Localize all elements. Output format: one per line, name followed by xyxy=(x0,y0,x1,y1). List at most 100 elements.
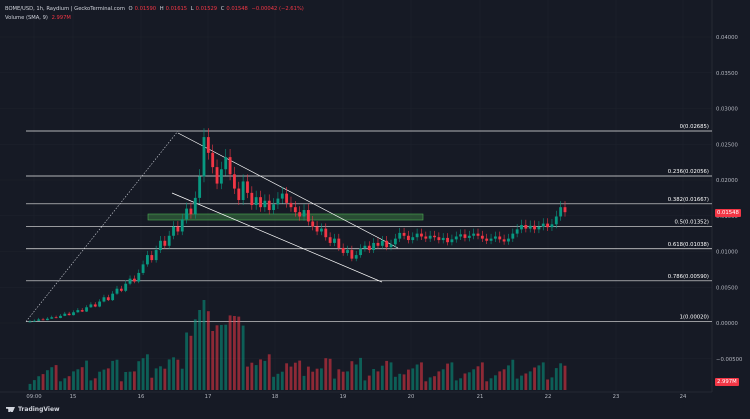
candle-body xyxy=(411,237,415,241)
volume-bar xyxy=(119,381,123,390)
volume-bar xyxy=(254,365,258,390)
candle-body xyxy=(472,233,476,236)
candle-body xyxy=(507,238,510,242)
candle-body xyxy=(163,240,167,246)
low-value: 0.01529 xyxy=(195,6,218,12)
high-value: 0.01615 xyxy=(165,6,188,12)
fib-level-label: 0.236(0.02056) xyxy=(668,169,709,175)
candle-body xyxy=(167,235,171,246)
volume-bar xyxy=(98,371,102,390)
time-tick-label: 21 xyxy=(477,394,484,400)
volume-bar xyxy=(537,365,541,390)
candle-body xyxy=(537,226,541,230)
candle-body xyxy=(211,152,215,168)
volume-bar xyxy=(337,369,341,390)
candle-body xyxy=(372,242,376,251)
candle-body xyxy=(337,238,341,248)
volume-bar xyxy=(315,368,319,390)
tradingview-logo[interactable]: TradingView xyxy=(6,406,60,413)
volume-bar xyxy=(146,354,149,390)
fib-level-label: 1(0.00020) xyxy=(680,315,709,321)
time-tick-label: 20 xyxy=(408,394,415,400)
volume-bar xyxy=(150,377,154,390)
volume-bar xyxy=(45,370,49,390)
candle-body xyxy=(346,250,349,253)
time-tick-label: 18 xyxy=(272,394,279,400)
candle-body xyxy=(154,250,158,261)
volume-bar xyxy=(115,359,119,390)
candle-body xyxy=(502,239,506,242)
tv-logo-icon xyxy=(6,407,15,412)
volume-bar xyxy=(341,371,345,390)
candle-body xyxy=(433,235,436,238)
candle-body xyxy=(393,238,397,245)
candle-body xyxy=(350,250,354,259)
candle-body xyxy=(489,238,493,241)
volume-bar xyxy=(263,360,267,390)
candle-body xyxy=(246,181,249,193)
candle-body xyxy=(228,157,232,175)
candle-body xyxy=(380,240,384,246)
candle-body xyxy=(511,233,515,239)
volume-bar xyxy=(476,366,480,390)
volume-bar xyxy=(193,319,197,390)
volume-bar xyxy=(428,377,432,390)
volume-bar xyxy=(102,369,106,390)
volume-legend: Volume (SMA, 9) 2.997M xyxy=(5,15,73,21)
volume-bar xyxy=(250,362,254,390)
candle-body xyxy=(367,245,371,251)
volume-bar xyxy=(72,371,75,390)
volume-bar xyxy=(289,366,293,390)
volume-bar xyxy=(132,371,136,390)
volume-bar xyxy=(202,300,206,390)
candle-body xyxy=(363,245,367,249)
candle-body xyxy=(119,288,123,291)
time-tick-label: 15 xyxy=(70,394,77,400)
candle-body xyxy=(63,313,67,316)
volume-bar xyxy=(554,368,558,390)
volume-bar xyxy=(463,373,467,390)
candle-body xyxy=(289,202,293,208)
candle-body xyxy=(250,192,254,206)
volume-bar xyxy=(493,375,497,390)
candle-body xyxy=(533,225,536,230)
volume-bar xyxy=(224,324,228,390)
volume-bar xyxy=(185,332,188,390)
candle-body xyxy=(215,167,219,184)
candle-body xyxy=(454,236,458,240)
volume-bar xyxy=(389,362,393,390)
candle-body xyxy=(524,225,528,229)
volume-bar xyxy=(489,378,493,390)
candle-body xyxy=(402,232,406,236)
candle-body xyxy=(111,293,115,301)
volume-bar xyxy=(450,362,454,390)
volume-bar xyxy=(106,368,110,390)
candle-body xyxy=(515,229,519,234)
price-tick-label: 0.03000 xyxy=(716,107,739,113)
time-tick-label: 19 xyxy=(340,394,347,400)
volume-label[interactable]: Volume (SMA, 9) xyxy=(5,15,48,21)
candle-body xyxy=(180,219,184,232)
symbol-title[interactable]: BOME/USD, 1h, Raydium | GeckoTerminal.co… xyxy=(5,6,125,12)
volume-bar xyxy=(176,359,180,390)
candle-body xyxy=(176,226,180,232)
fib-level-label: 0.618(0.01038) xyxy=(668,242,709,248)
volume-bar xyxy=(415,364,419,390)
candle-body xyxy=(193,197,197,215)
candle-body xyxy=(198,176,202,198)
candle-body xyxy=(263,200,267,208)
volume-bar xyxy=(354,364,358,390)
volume-bar xyxy=(306,366,310,390)
volume-bar xyxy=(446,363,449,390)
candle-body xyxy=(280,193,284,199)
open-label: O xyxy=(128,6,133,12)
volume-bar xyxy=(32,380,36,390)
candle-body xyxy=(54,317,58,319)
candle-body xyxy=(28,321,32,323)
volume-bar xyxy=(511,359,515,390)
candle-body xyxy=(493,236,497,239)
volume-bar xyxy=(137,361,141,390)
volume-bar xyxy=(37,376,41,390)
